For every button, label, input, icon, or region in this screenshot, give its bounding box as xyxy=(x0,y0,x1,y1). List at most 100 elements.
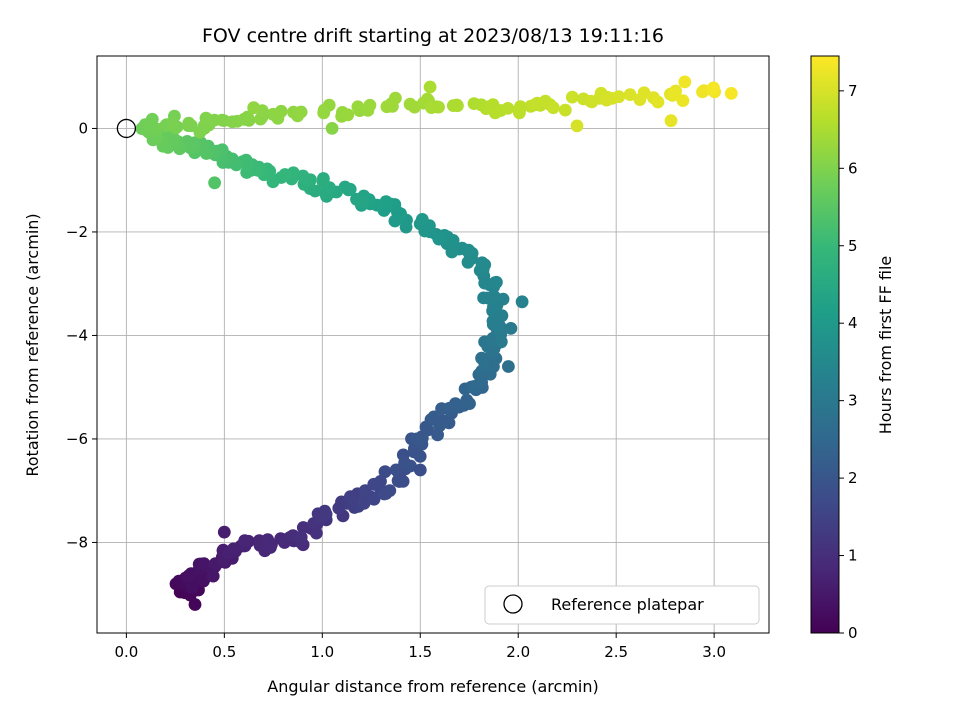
x-axis: 0.0 0.5 1.0 1.5 2.0 2.5 3.0 xyxy=(114,633,726,661)
drift-point xyxy=(475,257,489,271)
colorbar-tick-label: 1 xyxy=(848,547,858,565)
drift-point xyxy=(413,463,427,477)
drift-point xyxy=(651,95,665,109)
drift-point xyxy=(227,542,240,556)
colorbar-gradient xyxy=(810,55,840,634)
drift-point xyxy=(600,93,613,107)
drift-point xyxy=(293,106,307,120)
legend-label: Reference platepar xyxy=(551,595,704,614)
drift-point xyxy=(389,91,402,105)
drift-point xyxy=(378,465,392,479)
drift-point xyxy=(504,322,518,335)
scatter-points xyxy=(135,75,738,611)
chart-title: FOV centre drift starting at 2023/08/13 … xyxy=(202,25,664,47)
drift-point xyxy=(515,295,529,309)
drift-point xyxy=(667,87,681,101)
drift-point xyxy=(296,521,310,534)
drift-point xyxy=(391,474,405,488)
drift-point xyxy=(530,96,544,110)
legend: Reference platepar xyxy=(484,585,760,625)
drift-point xyxy=(383,484,397,497)
y-tick-label: −6 xyxy=(66,430,88,448)
reference-platepar-marker xyxy=(116,118,137,139)
drift-point xyxy=(565,90,579,104)
drift-point xyxy=(432,232,446,246)
drift-point xyxy=(484,291,498,305)
drift-point xyxy=(294,530,308,544)
colorbar-tick-label: 0 xyxy=(848,624,858,642)
drift-point xyxy=(502,360,515,373)
drift-point xyxy=(432,100,445,114)
drift-point xyxy=(423,80,437,94)
drift-point xyxy=(570,119,584,133)
drift-point xyxy=(274,104,288,118)
drift-point xyxy=(415,213,429,226)
colorbar-label: Hours from first FF file xyxy=(876,256,895,435)
drift-point xyxy=(513,106,526,120)
y-tick-label: −8 xyxy=(66,533,88,551)
x-tick-label: 0.0 xyxy=(114,643,138,661)
drift-point xyxy=(166,116,180,130)
drift-point xyxy=(678,75,692,89)
drift-point xyxy=(724,87,738,100)
drift-point xyxy=(238,534,252,548)
drift-point xyxy=(427,410,441,424)
drift-point xyxy=(278,168,292,181)
drift-point xyxy=(351,100,365,114)
drift-point xyxy=(558,103,572,117)
colorbar-tick-label: 4 xyxy=(848,314,858,332)
drift-point xyxy=(546,101,560,115)
drift-point xyxy=(676,94,690,107)
legend-marker xyxy=(503,594,523,614)
colorbar-ticks: 0 1 2 3 4 5 6 7 xyxy=(839,82,858,642)
drift-point xyxy=(706,82,720,96)
drift-point xyxy=(404,459,417,473)
drift-point xyxy=(637,86,651,100)
drift-point xyxy=(208,176,222,190)
drift-point xyxy=(206,569,220,583)
drift-point xyxy=(450,98,464,112)
drift-point xyxy=(261,533,275,546)
drift-point xyxy=(460,393,474,407)
x-tick-label: 1.5 xyxy=(408,643,432,661)
colorbar-tick-label: 7 xyxy=(848,82,858,100)
colorbar-tick-label: 3 xyxy=(848,392,858,410)
colorbar: 0 1 2 3 4 5 6 7 Hours from first FF file xyxy=(810,55,895,642)
drift-point xyxy=(374,475,387,488)
drift-point xyxy=(623,88,637,101)
drift-point xyxy=(317,106,331,120)
colorbar-tick-label: 2 xyxy=(848,469,858,487)
drift-point xyxy=(241,110,255,124)
y-tick-label: 0 xyxy=(78,119,88,137)
drift-point xyxy=(325,121,339,135)
colorbar-tick-label: 6 xyxy=(848,159,858,177)
drift-point xyxy=(188,598,202,611)
colorbar-tick-label: 5 xyxy=(848,237,858,255)
drift-point xyxy=(247,101,261,115)
drift-point xyxy=(501,102,515,115)
drift-point xyxy=(363,98,377,112)
drift-point xyxy=(367,492,381,506)
drift-point xyxy=(612,90,626,104)
x-tick-label: 3.0 xyxy=(702,643,726,661)
drift-point xyxy=(478,356,491,369)
x-tick-label: 2.5 xyxy=(604,643,628,661)
drift-point xyxy=(217,525,231,539)
drift-point xyxy=(182,569,196,583)
y-axis-label: Rotation from reference (arcmin) xyxy=(23,213,42,476)
x-tick-label: 2.0 xyxy=(506,643,530,661)
drift-point xyxy=(344,490,357,503)
drift-point xyxy=(696,85,709,99)
drift-point xyxy=(182,116,196,130)
x-axis-label: Angular distance from reference (arcmin) xyxy=(267,677,598,696)
drift-point xyxy=(319,507,333,521)
drift-point xyxy=(350,192,363,206)
legend-box xyxy=(484,585,760,625)
drift-point xyxy=(316,175,330,189)
y-axis: −8 −6 −4 −2 0 xyxy=(66,119,97,551)
plot-frame xyxy=(96,55,770,634)
drift-point xyxy=(341,108,355,122)
drift-point xyxy=(488,276,502,289)
drift-point xyxy=(380,100,394,114)
